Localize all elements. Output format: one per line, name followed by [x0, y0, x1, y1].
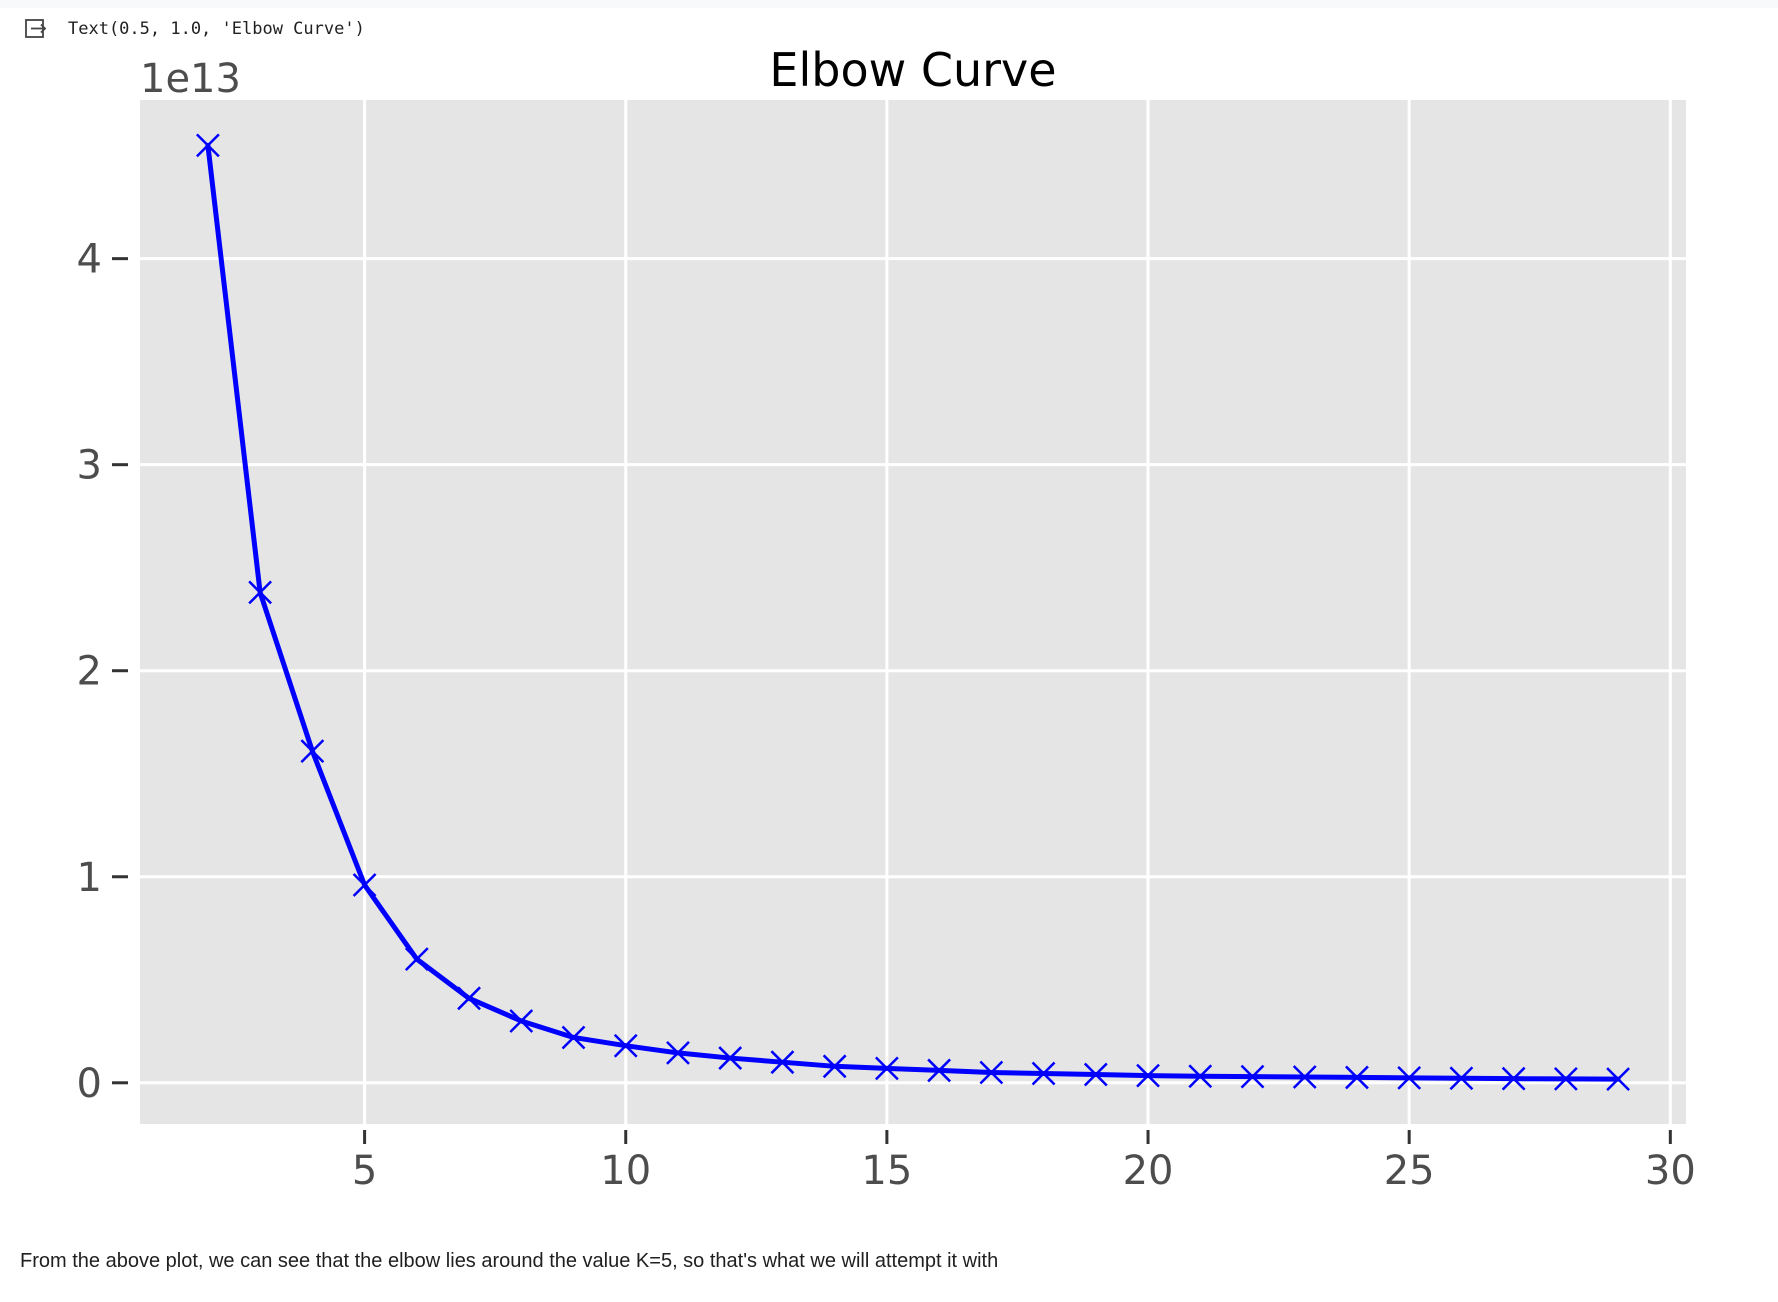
data-point-marker — [1449, 1066, 1474, 1091]
data-point-marker — [718, 1046, 743, 1070]
data-point-marker — [248, 580, 273, 605]
data-point-marker — [196, 133, 220, 158]
y-tick-label: 2 — [77, 649, 102, 695]
marker-stroke — [352, 873, 377, 897]
data-point-marker — [457, 986, 481, 1011]
marker-stroke — [979, 1060, 1004, 1085]
marker-stroke — [613, 1033, 638, 1058]
data-point-marker — [509, 1009, 534, 1033]
data-point-marker — [1501, 1066, 1526, 1091]
data-point-marker — [1240, 1064, 1265, 1089]
marker-stroke — [1345, 1065, 1369, 1090]
marker-stroke — [1292, 1065, 1317, 1089]
data-point-marker — [613, 1033, 638, 1058]
marker-stroke — [509, 1009, 534, 1033]
marker-stroke — [875, 1056, 899, 1081]
data-point-marker — [1031, 1061, 1056, 1086]
x-tick-label: 30 — [1645, 1148, 1696, 1194]
x-tick-label: 5 — [352, 1148, 377, 1194]
marker-stroke — [1083, 1062, 1108, 1087]
output-arrow-icon[interactable] — [22, 16, 50, 42]
data-point-marker — [1292, 1065, 1317, 1089]
marker-stroke — [1449, 1066, 1474, 1091]
cell-output: Text(0.5, 1.0, 'Elbow Curve') — [22, 16, 365, 42]
marker-stroke — [1553, 1066, 1578, 1091]
marker-stroke — [457, 986, 481, 1011]
data-point-marker — [1553, 1066, 1578, 1091]
marker-stroke — [927, 1058, 951, 1083]
data-point-marker — [822, 1054, 847, 1079]
marker-stroke — [300, 739, 325, 763]
marker-stroke — [1606, 1067, 1630, 1091]
y-tick-label: 3 — [77, 443, 102, 489]
elbow-chart: 5 10 15 20 25 30 0 1 2 3 4 1e13 Elbow Curve — [0, 40, 1778, 1220]
marker-stroke — [404, 947, 429, 972]
data-point-marker — [1136, 1063, 1160, 1088]
data-point-marker — [1083, 1062, 1108, 1087]
data-point-marker — [1397, 1065, 1422, 1090]
output-text: Text(0.5, 1.0, 'Elbow Curve') — [68, 19, 365, 39]
marker-stroke — [1031, 1061, 1056, 1086]
x-tick-label: 20 — [1123, 1148, 1174, 1194]
cell-top-strip — [0, 0, 1778, 8]
data-point-marker — [561, 1025, 586, 1050]
data-point-marker — [404, 947, 429, 972]
marker-stroke — [248, 580, 273, 605]
y-tick-label: 4 — [77, 237, 102, 283]
data-point-marker — [1345, 1065, 1369, 1090]
marker-stroke — [1240, 1064, 1265, 1089]
chart-title: Elbow Curve — [769, 43, 1056, 97]
marker-stroke — [822, 1054, 847, 1079]
marker-stroke — [770, 1050, 795, 1075]
marker-stroke — [1188, 1064, 1213, 1089]
data-point-marker — [666, 1041, 690, 1065]
y-tick-label: 0 — [77, 1061, 102, 1107]
data-point-marker — [979, 1060, 1004, 1085]
marker-stroke — [666, 1041, 690, 1065]
marker-stroke — [1136, 1063, 1160, 1088]
x-tick-label: 10 — [600, 1148, 651, 1194]
data-point-marker — [1606, 1067, 1630, 1091]
marker-stroke — [718, 1046, 743, 1070]
plot-background — [140, 100, 1686, 1124]
series-line — [205, 142, 1621, 1082]
data-point-marker — [927, 1058, 951, 1083]
x-tick-label: 25 — [1384, 1148, 1435, 1194]
y-offset-text: 1e13 — [140, 56, 241, 102]
marker-stroke — [1501, 1066, 1526, 1091]
data-point-marker — [1188, 1064, 1213, 1089]
x-tick-label: 15 — [861, 1148, 912, 1194]
y-tick-label: 1 — [77, 855, 102, 901]
markdown-text: From the above plot, we can see that the… — [20, 1250, 999, 1272]
marker-stroke — [196, 133, 220, 158]
data-point-marker — [875, 1056, 899, 1081]
chart-svg: 5 10 15 20 25 30 0 1 2 3 4 1e13 Elbow Curve — [77, 43, 1696, 1194]
marker-stroke — [561, 1025, 586, 1050]
marker-stroke — [1397, 1065, 1422, 1090]
data-point-marker — [300, 739, 325, 763]
data-point-marker — [770, 1050, 795, 1075]
data-point-marker — [352, 873, 377, 897]
